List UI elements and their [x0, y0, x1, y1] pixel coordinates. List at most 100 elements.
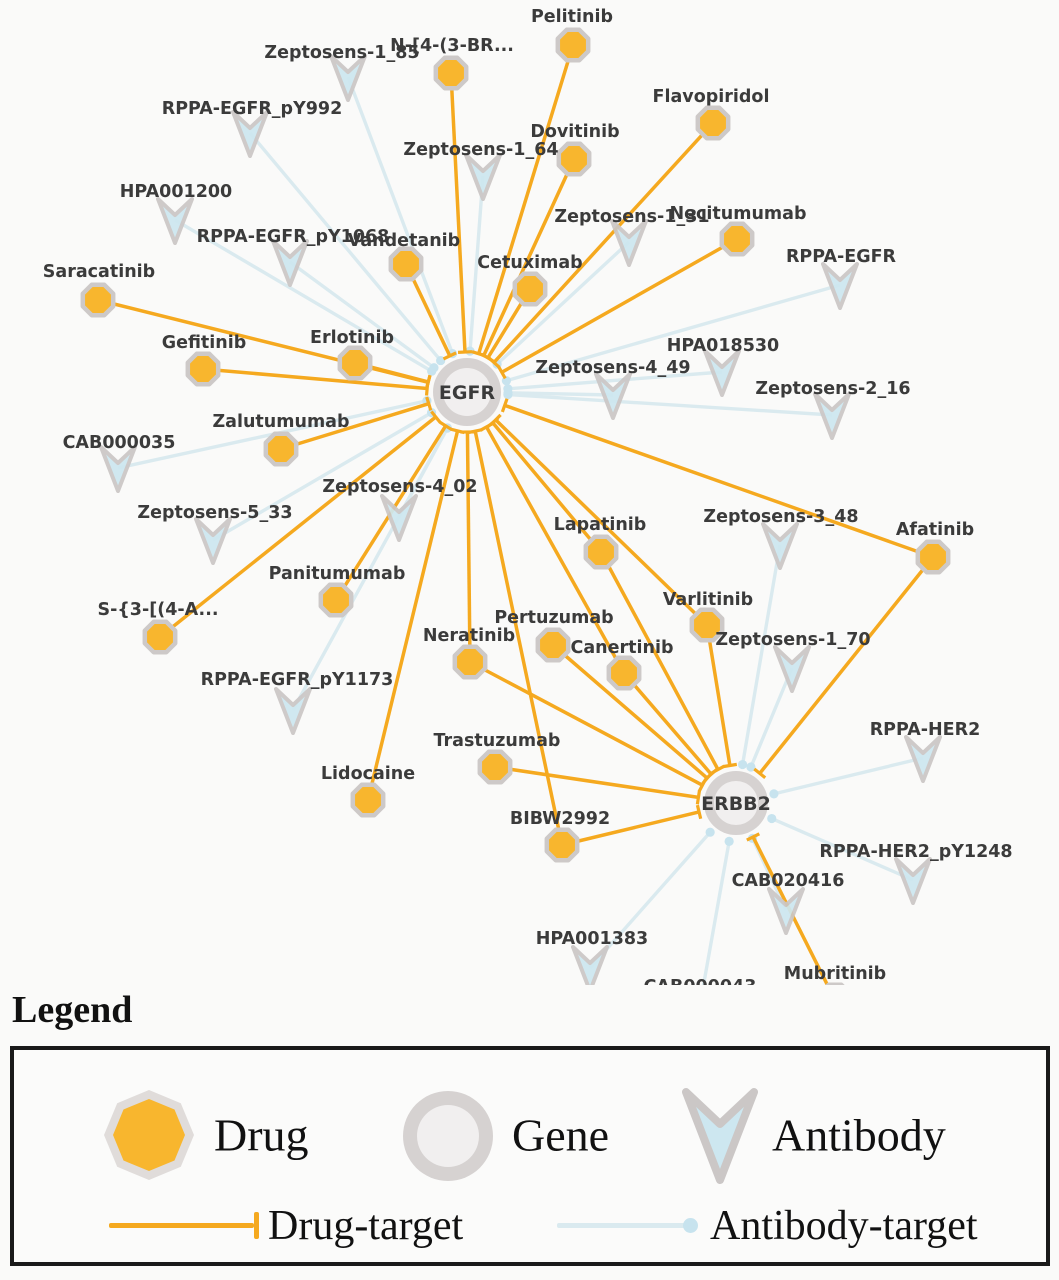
drug-node[interactable] — [318, 582, 354, 618]
legend-box: Drug Gene Antibody Drug-target Antibody-… — [10, 1046, 1050, 1266]
drug-target-edge — [492, 121, 715, 364]
drug-node[interactable] — [555, 27, 591, 63]
drug-edge-tee — [695, 804, 703, 820]
antibody-node[interactable] — [894, 857, 932, 905]
drug-edge-tee — [438, 420, 453, 431]
antibody-target-edge — [771, 816, 914, 882]
node-label: RPPA-EGFR — [786, 247, 897, 267]
antibody-target-edge — [468, 175, 485, 352]
node-label: RPPA-EGFR_pY992 — [162, 99, 343, 119]
gene-label: EGFR — [439, 382, 496, 404]
antibody-edge-endpoint-dot — [769, 789, 779, 799]
antibody-node[interactable] — [813, 392, 851, 440]
drug-edge-tee — [468, 428, 483, 435]
node-label: Canertinib — [571, 638, 674, 658]
drug-target-edge — [158, 415, 437, 639]
antibody-node[interactable] — [703, 349, 741, 397]
drug-edge-tee — [481, 352, 495, 363]
antibody-node[interactable] — [329, 54, 367, 102]
node-label: Panitumumab — [269, 564, 406, 584]
drug-node[interactable] — [185, 351, 221, 387]
legend-drug-label: Drug — [214, 1109, 309, 1161]
drug-node[interactable] — [512, 271, 548, 307]
drug-node[interactable] — [719, 221, 755, 257]
antibody-node[interactable] — [821, 262, 859, 310]
antibody-node[interactable] — [904, 735, 942, 783]
node-label: Necitumumab — [670, 204, 807, 224]
antibody-node[interactable] — [274, 687, 312, 735]
antibody-chevron-icon — [682, 1088, 758, 1184]
drug-target-edge — [494, 765, 699, 800]
drug-target-edge — [758, 555, 935, 775]
drug-edge-tee — [424, 374, 432, 390]
node-label: Erlotinib — [310, 328, 394, 348]
legend-antibody-target-label: Antibody-target — [710, 1203, 978, 1249]
drug-target-edge — [622, 671, 713, 776]
node-label: Zeptosens-1_70 — [715, 630, 870, 650]
antibody-node[interactable] — [571, 945, 609, 985]
drug-node[interactable] — [337, 345, 373, 381]
node-label: Zeptosens-1_64 — [403, 140, 558, 160]
antibody-node[interactable] — [156, 197, 194, 245]
node-label: Varlitinib — [663, 590, 753, 610]
node-label: HPA018530 — [667, 336, 779, 356]
antibody-target-edge — [505, 283, 841, 383]
drug-edge-tee — [442, 351, 457, 361]
node-label: CAB000043 — [644, 977, 757, 985]
antibody-node[interactable] — [231, 110, 269, 158]
drug-node[interactable] — [556, 141, 592, 177]
antibody-target-edge — [507, 370, 723, 391]
node-label: Afatinib — [896, 520, 974, 540]
drug-node[interactable] — [606, 655, 642, 691]
antibody-node[interactable] — [610, 219, 648, 267]
antibody-target-edge — [174, 218, 433, 373]
node-label: Zeptosens-1_31 — [554, 207, 709, 227]
antibody-target-edge — [346, 76, 455, 355]
drug-target-line-sample — [109, 1223, 254, 1228]
antibody-node[interactable] — [464, 153, 502, 201]
node-label: Cetuximab — [477, 253, 582, 273]
drug-target-edge — [705, 624, 732, 766]
drug-node[interactable] — [142, 619, 178, 655]
drug-node[interactable] — [689, 607, 725, 643]
drug-node[interactable] — [80, 282, 116, 318]
drug-node[interactable] — [452, 644, 488, 680]
antibody-node[interactable] — [271, 239, 309, 287]
node-label: Dovitinib — [530, 122, 619, 142]
antibody-node[interactable] — [773, 645, 811, 693]
drug-edge-tee — [496, 365, 507, 380]
antibody-edge-endpoint-dot — [767, 813, 777, 824]
drug-edge-tee — [500, 398, 509, 413]
node-label: Trastuzumab — [434, 731, 561, 751]
drug-edge-tee — [753, 767, 767, 779]
drug-node[interactable] — [477, 749, 513, 785]
drug-node[interactable] — [433, 55, 469, 91]
drug-node[interactable] — [535, 627, 571, 663]
gene-circle-icon — [403, 1091, 493, 1181]
drug-node[interactable] — [915, 539, 951, 575]
network-canvas: EGFR ERBB2 Pelitinib N-[4-(3-BR... Flavopiri… — [43, 7, 1013, 985]
antibody-node[interactable] — [194, 517, 232, 565]
drug-node[interactable] — [388, 246, 424, 282]
drug-target-edge — [599, 551, 720, 771]
node-label: Flavopiridol — [653, 87, 770, 107]
antibody-node[interactable] — [99, 445, 137, 493]
antibody-node[interactable] — [761, 522, 799, 570]
node-label: Zeptosens-4_49 — [535, 358, 690, 378]
antibody-node[interactable] — [380, 494, 418, 542]
drug-target-edge — [494, 418, 709, 627]
drug-node[interactable] — [350, 782, 386, 818]
drug-target-edge — [469, 660, 704, 787]
drug-node[interactable] — [263, 431, 299, 467]
drug-node[interactable] — [583, 534, 619, 570]
drug-node[interactable] — [695, 105, 731, 141]
drug-target-edge — [484, 426, 626, 674]
drug-target-edge — [551, 643, 709, 780]
antibody-node[interactable] — [594, 372, 632, 420]
node-label: Zeptosens-4_02 — [322, 477, 477, 497]
antibody-target-edge — [291, 427, 449, 711]
drug-node[interactable] — [544, 827, 580, 863]
node-label: CAB020416 — [732, 871, 845, 891]
antibody-node[interactable] — [767, 887, 805, 935]
